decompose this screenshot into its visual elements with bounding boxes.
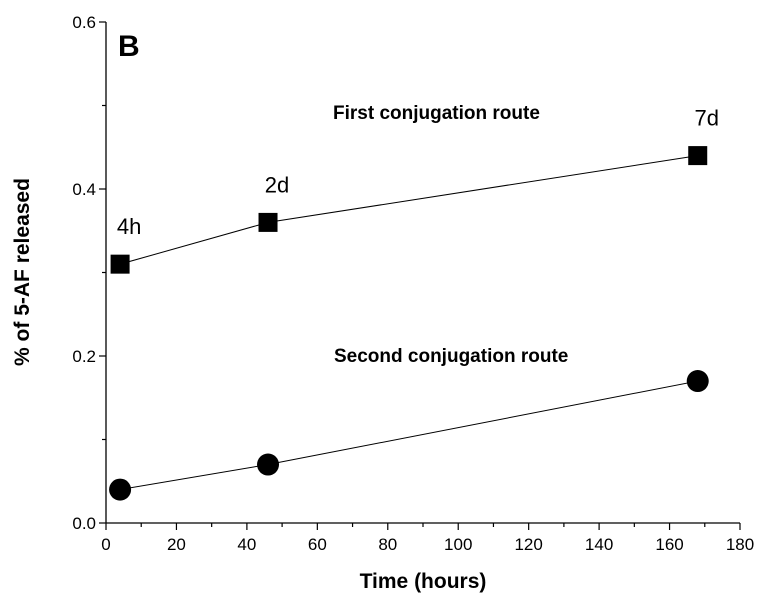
x-tick-label: 20 [167, 535, 186, 554]
x-tick-label: 160 [655, 535, 683, 554]
point-label: 2d [265, 172, 289, 197]
y-tick-label: 0.0 [72, 514, 96, 533]
series-line [120, 380, 698, 491]
data-point-square [688, 146, 708, 166]
y-tick-label: 0.6 [72, 13, 96, 32]
series-1: 4h 2d 7d [110, 106, 719, 274]
x-tick-label: 120 [514, 535, 542, 554]
x-axis-ticks: 0 20 40 60 80 100 120 140 160 180 [101, 523, 754, 554]
x-tick-label: 60 [308, 535, 327, 554]
x-tick-label: 140 [585, 535, 613, 554]
data-point-square [110, 254, 130, 274]
series-2 [109, 370, 709, 501]
x-tick-label: 40 [237, 535, 256, 554]
x-tick-label: 0 [101, 535, 110, 554]
series-line [119, 155, 698, 265]
y-tick-label: 0.2 [72, 347, 96, 366]
series-label-second: Second conjugation route [334, 346, 568, 367]
y-tick-label: 0.4 [72, 180, 96, 199]
y-axis-ticks: 0.0 0.2 0.4 0.6 [72, 13, 106, 533]
series-layer: 4h 2d 7d [109, 106, 719, 501]
data-point-circle [257, 453, 280, 476]
x-tick-label: 180 [726, 535, 754, 554]
y-axis-title: % of 5-AF released [11, 178, 34, 366]
x-tick-label: 100 [444, 535, 472, 554]
panel-label: B [118, 30, 140, 63]
point-label: 7d [694, 106, 718, 131]
x-tick-label: 80 [378, 535, 397, 554]
axes [105, 22, 740, 524]
data-point-circle [686, 370, 709, 393]
x-axis-title: Time (hours) [360, 570, 487, 593]
point-label: 4h [117, 214, 141, 239]
data-point-circle [109, 478, 132, 501]
series-label-first: First conjugation route [333, 103, 540, 124]
data-point-square [258, 212, 278, 232]
